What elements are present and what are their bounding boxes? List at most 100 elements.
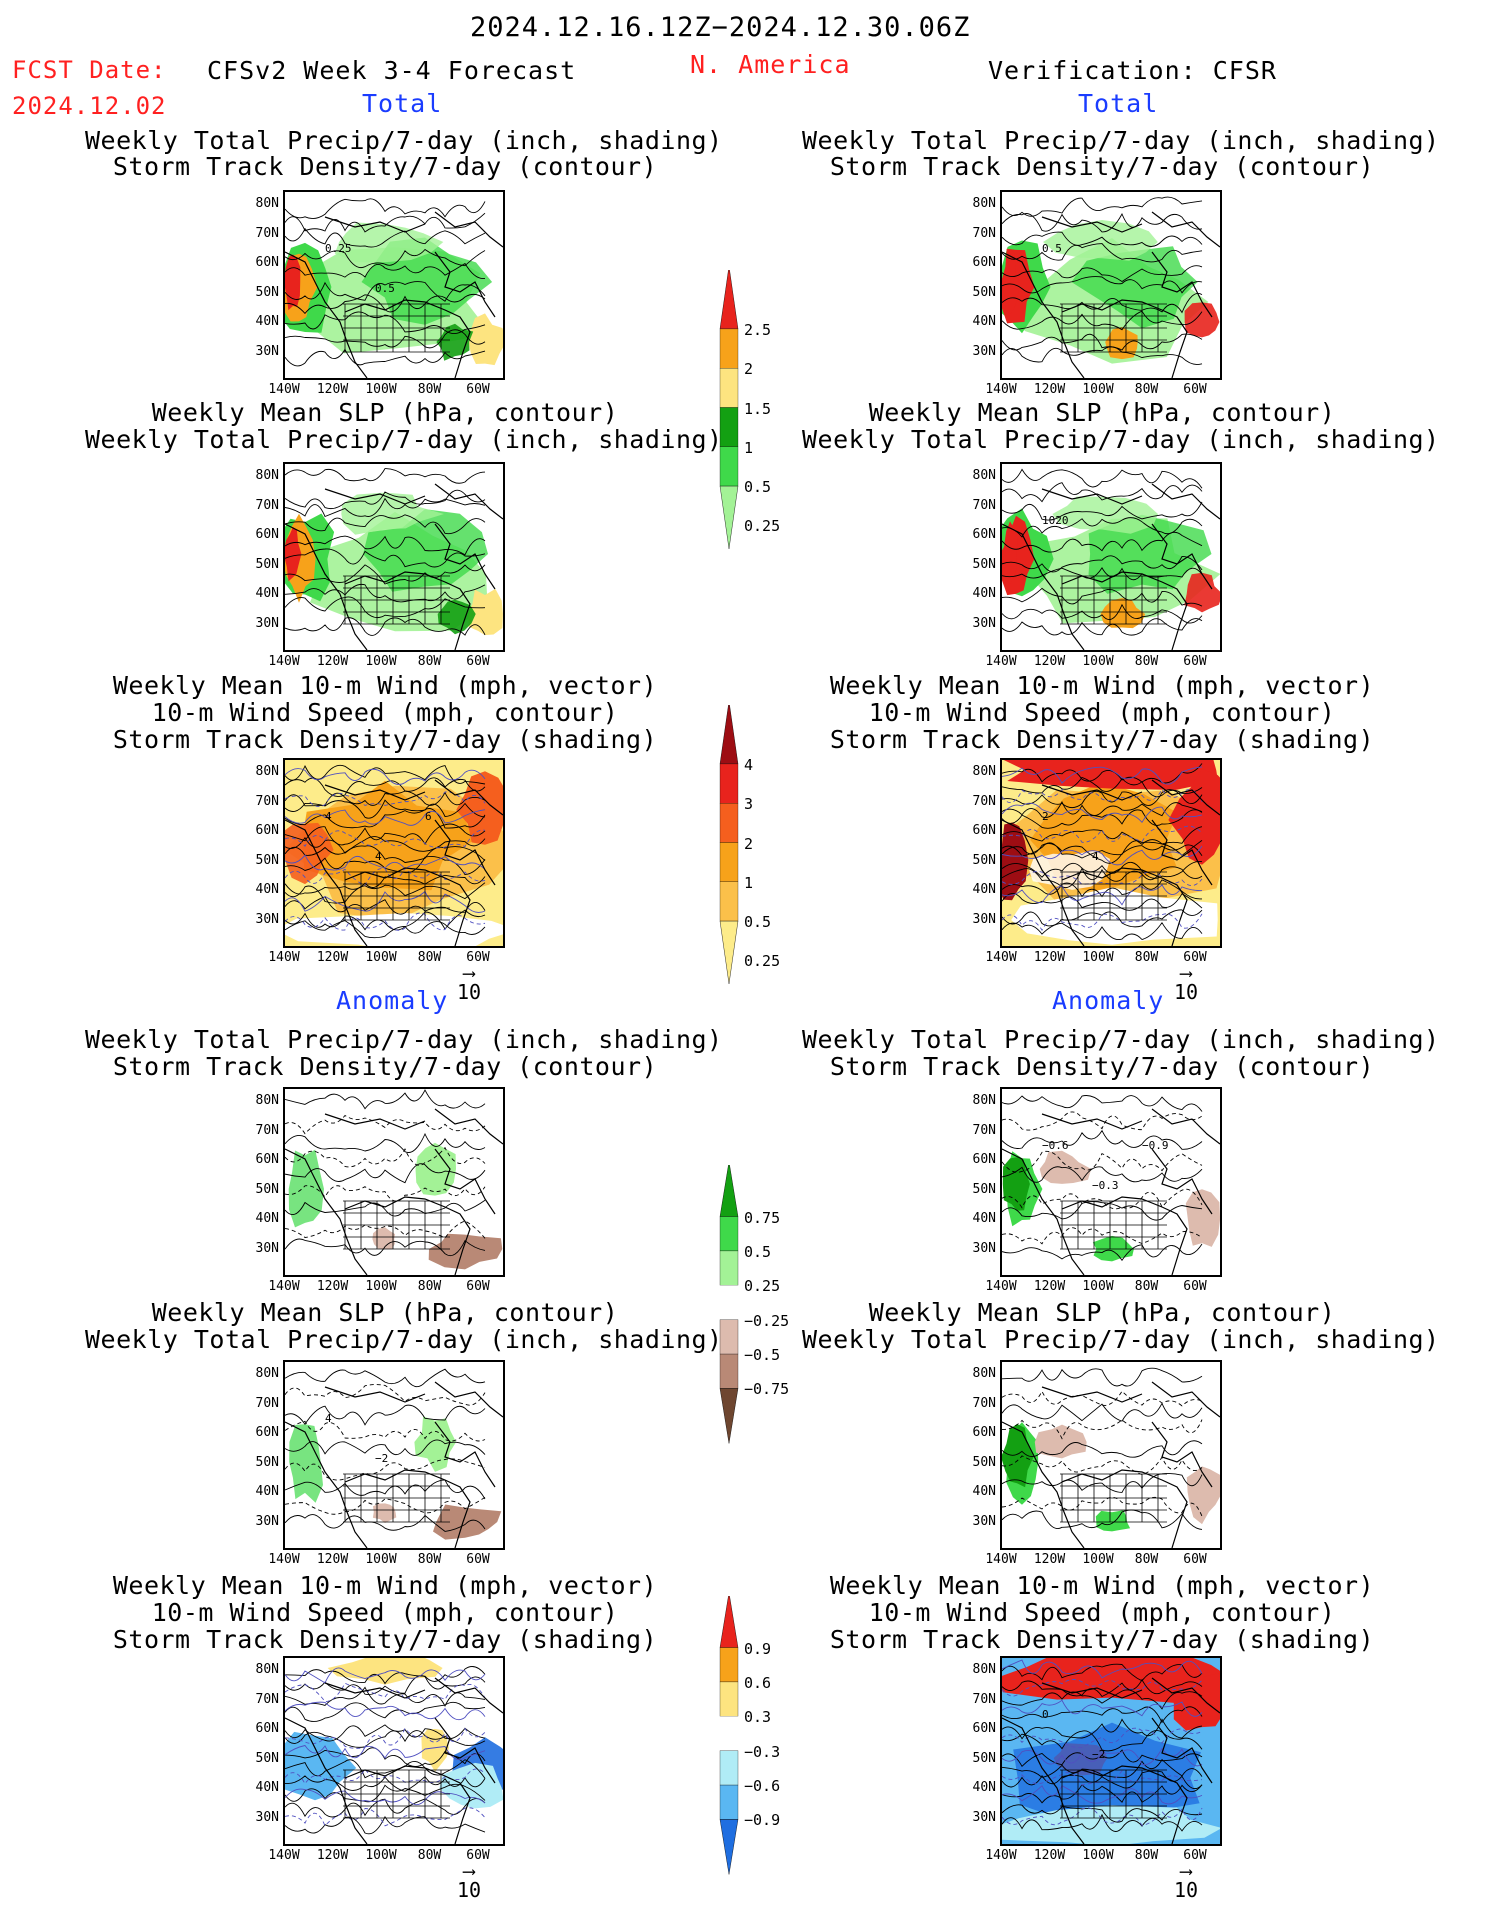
contour-line xyxy=(285,823,486,846)
contour-line xyxy=(1002,1699,1203,1717)
contour-line xyxy=(1002,809,1203,829)
colorbar-label: 0.5 xyxy=(744,1242,772,1261)
contour-line xyxy=(285,281,486,302)
contour-line xyxy=(1002,1227,1203,1245)
contour-line xyxy=(285,1185,486,1202)
colorbar-swatch xyxy=(719,705,739,765)
state-borders xyxy=(1060,1200,1167,1250)
colorbar-swatch xyxy=(719,1353,739,1389)
colorbar-label: 0.3 xyxy=(744,1708,772,1727)
shaded-region xyxy=(334,222,444,263)
contour-line xyxy=(1002,913,1203,931)
lon-tick-label: 120W xyxy=(1033,950,1066,965)
lon-tick-label: 80W xyxy=(417,950,442,965)
contour-line xyxy=(285,867,486,886)
vector-scale-label: 10 xyxy=(1173,980,1199,1004)
map-frame: 4 4 6 xyxy=(283,758,505,948)
colorbar-label: −0.5 xyxy=(744,1346,781,1365)
lat-tick-label: 40N xyxy=(255,314,279,329)
contour-line xyxy=(1002,1367,1203,1387)
contour-line xyxy=(1002,482,1203,503)
lat-tick-label: 60N xyxy=(255,527,279,542)
contour-line xyxy=(285,1368,486,1388)
colorbar-swatch xyxy=(719,270,739,330)
panel-title: 10-m Wind Speed (mph, contour) xyxy=(151,698,619,727)
lat-tick-label: 50N xyxy=(972,284,996,300)
lon-tick-label: 80W xyxy=(417,382,442,397)
contour-line xyxy=(1002,196,1203,217)
lat-tick-label: 30N xyxy=(972,343,996,359)
contour-line xyxy=(1002,1455,1203,1475)
shaded-region xyxy=(421,1728,449,1772)
shaded-region xyxy=(1100,598,1146,629)
contour-line xyxy=(1002,1783,1203,1804)
contour-line xyxy=(285,1497,486,1515)
panel-title: 10-m Wind Speed (mph, contour) xyxy=(151,1598,619,1627)
contour-line xyxy=(1002,618,1203,636)
coastline xyxy=(1002,1381,1220,1548)
lat-tick-label: 40N xyxy=(255,882,279,897)
contour-line xyxy=(285,1701,486,1722)
colorbar-svg xyxy=(719,1596,739,1875)
contour-line xyxy=(1002,1188,1203,1210)
lon-tick-label: 140W xyxy=(985,382,1017,397)
contour-line xyxy=(285,1667,486,1684)
contour-line xyxy=(1002,1758,1203,1778)
colorbar-swatch xyxy=(719,803,739,843)
map-svg: 0.25 0.5 xyxy=(285,198,503,378)
contour-label: 0.5 xyxy=(1042,242,1062,255)
panel-title: Weekly Total Precip/7-day (inch, shading… xyxy=(85,1025,723,1054)
shaded-region xyxy=(1003,760,1218,790)
lat-tick-label: 80N xyxy=(972,764,996,779)
coastline xyxy=(1002,1108,1220,1275)
contour-line xyxy=(1002,1785,1203,1805)
lat-tick-label: 80N xyxy=(972,468,996,483)
colorbar-swatch xyxy=(719,1647,739,1683)
lon-tick-label: 140W xyxy=(985,1279,1017,1294)
shaded-region xyxy=(468,313,503,366)
lat-tick-label: 50N xyxy=(255,284,279,300)
contour-label: 1020 xyxy=(1042,514,1069,527)
contour-line xyxy=(1002,1663,1203,1682)
lat-tick-label: 50N xyxy=(972,1181,996,1197)
lon-tick-label: 140W xyxy=(985,1848,1017,1863)
contour-line xyxy=(285,1783,486,1803)
contour-line xyxy=(285,854,486,871)
lon-tick-label: 80W xyxy=(1134,382,1159,397)
colorbar-label: −0.3 xyxy=(744,1742,781,1761)
map-svg: 0.5 xyxy=(1002,196,1220,378)
coastline xyxy=(285,1108,503,1275)
shaded-region xyxy=(1184,302,1220,338)
contour-line xyxy=(1002,800,1203,818)
lon-tick-label: 60W xyxy=(466,1848,490,1863)
lat-tick-label: 50N xyxy=(255,1454,279,1470)
map-frame xyxy=(283,462,505,652)
forecast-anomaly-label: Anomaly xyxy=(336,986,449,1015)
lon-tick-label: 100W xyxy=(365,950,397,965)
colorbar-label: 0.25 xyxy=(744,952,781,971)
contour-line xyxy=(285,1163,486,1184)
lat-tick-label: 70N xyxy=(255,1122,279,1138)
contour-line xyxy=(1002,1813,1203,1832)
lat-tick-label: 50N xyxy=(255,1750,279,1766)
contour-line xyxy=(1002,766,1203,785)
contour-label: 4 xyxy=(325,810,332,823)
contour-line xyxy=(1002,567,1203,581)
colorbar-swatch xyxy=(719,881,739,922)
colorbar-svg xyxy=(719,270,739,549)
contour-line xyxy=(1002,909,1203,928)
contour-line xyxy=(1002,212,1203,233)
lat-tick-label: 70N xyxy=(972,1691,996,1707)
lon-tick-label: 140W xyxy=(268,1552,300,1567)
contour-label: 0.5 xyxy=(375,282,395,295)
map-layer xyxy=(285,1368,503,1548)
panel-title: Weekly Total Precip/7-day (inch, shading… xyxy=(802,1025,1440,1054)
contour-line xyxy=(1002,243,1203,263)
map-svg: −0.6 −0.3 −0.9 xyxy=(1002,1095,1220,1275)
contour-line xyxy=(285,809,486,826)
coastline xyxy=(285,483,503,650)
contour-line xyxy=(1002,763,1203,784)
lat-tick-label: 30N xyxy=(972,1809,996,1825)
lon-tick-label: 120W xyxy=(1033,1848,1066,1863)
panel-title: Weekly Mean 10-m Wind (mph, vector) xyxy=(112,1571,658,1600)
